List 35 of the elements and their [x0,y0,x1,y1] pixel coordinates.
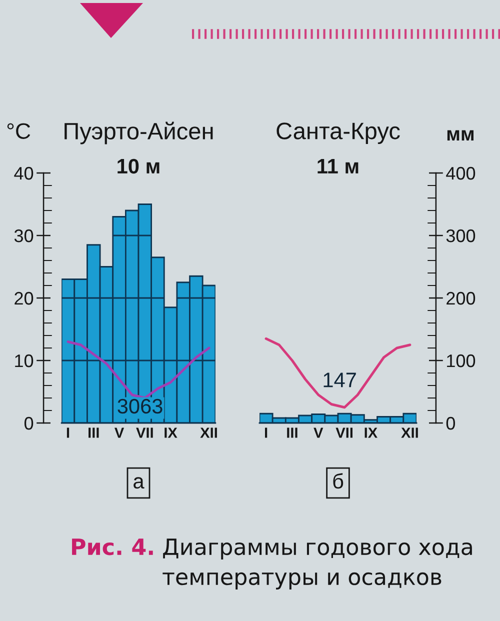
chart-subtitle: 10 м [118,158,160,174]
y2-tick-label: 300 [446,229,476,242]
x-tick-label: IX [164,428,178,438]
x-tick-label: III [287,428,298,438]
y-axis-title: °C [7,123,30,139]
x-tick-label: XII [200,428,217,438]
x-tick-label: V [114,428,124,438]
x-tick-label: III [88,428,99,438]
line-series [66,340,210,400]
y-tick-label: 20 [14,292,34,305]
text: Рис. 4. [72,538,153,556]
y2-tick-label: 0 [446,416,455,430]
annotation: 147 [324,372,356,388]
chart-title: Пуэрто-Айсен [64,122,213,144]
x-tick-label: VII [136,428,153,438]
x-tick-label: I [264,428,268,438]
x-tick-label: VII [336,428,352,438]
y-tick-label: 40 [14,166,34,180]
y2-tick-label: 200 [446,292,476,305]
y2-axis-title: мм [447,130,474,141]
chart-title: Санта-Крус [276,122,400,144]
x-tick-label: I [66,428,70,438]
x-tick-label: V [314,428,324,438]
y-tick-label: 30 [14,229,34,242]
annotation: 3063 [118,398,162,414]
chart-subtitle: 11 м [318,159,358,174]
x-tick-label: IX [364,428,378,438]
y-tick-label: 10 [15,354,34,368]
x-tick-label: XII [401,428,418,438]
y2-tick-label: 400 [446,166,476,180]
y2-tick-label: 100 [447,354,476,368]
text: Диаграммы годового хода температуры и осадков [162,538,472,590]
y-tick-label: 0 [24,416,34,430]
text: а [134,477,144,489]
text: б [333,473,344,489]
